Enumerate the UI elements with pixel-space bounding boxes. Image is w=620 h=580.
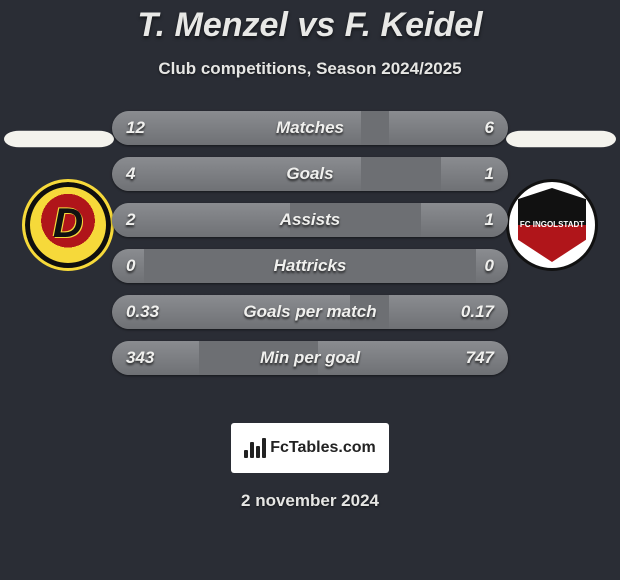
player1-pill [4, 131, 114, 148]
team1-badge-letter: D [53, 199, 83, 247]
chart-icon [244, 438, 266, 458]
team2-shield-text: FC INGOLSTADT [520, 221, 584, 230]
stat-label: Matches [112, 111, 508, 145]
stat-row: 41Goals [112, 157, 508, 191]
watermark: FcTables.com [231, 423, 389, 473]
date-text: 2 november 2024 [0, 491, 620, 511]
stat-label: Goals [112, 157, 508, 191]
stat-row: 0.330.17Goals per match [112, 295, 508, 329]
stat-row: 126Matches [112, 111, 508, 145]
stat-bars: 126Matches 41Goals 21Assists 00Hattricks 0.3… [112, 111, 508, 387]
subtitle: Club competitions, Season 2024/2025 [0, 59, 620, 79]
stat-row: 21Assists [112, 203, 508, 237]
stat-label: Min per goal [112, 341, 508, 375]
player2-name: F. Keidel [345, 6, 483, 44]
player1-name: T. Menzel [137, 6, 288, 44]
vs-text: vs [297, 6, 335, 44]
stat-row: 343747Min per goal [112, 341, 508, 375]
stat-label: Goals per match [112, 295, 508, 329]
player2-pill [506, 131, 616, 148]
stat-label: Assists [112, 203, 508, 237]
team2-badge: FC INGOLSTADT [506, 179, 598, 271]
comparison-title: T. Menzel vs F. Keidel [0, 0, 620, 45]
watermark-text: FcTables.com [270, 439, 376, 457]
stat-row: 00Hattricks [112, 249, 508, 283]
team2-shield-icon: FC INGOLSTADT [518, 188, 586, 262]
team1-badge: D [22, 179, 114, 271]
comparison-content: D FC INGOLSTADT 126Matches 41Goals 21Assis… [0, 111, 620, 411]
stat-label: Hattricks [112, 249, 508, 283]
